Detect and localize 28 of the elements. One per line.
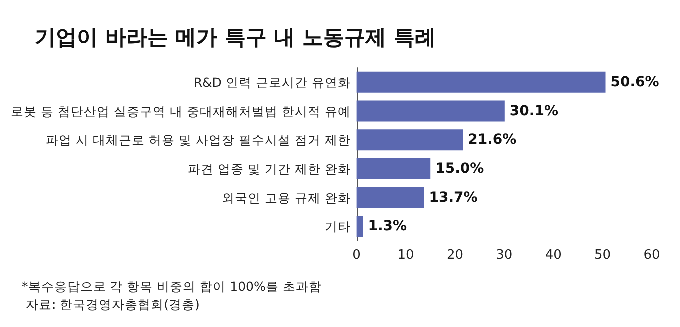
y-tick-label: 외국인 고용 규제 완화 <box>222 190 351 206</box>
data-label: 21.6% <box>468 132 517 148</box>
data-label: 50.6% <box>610 74 660 90</box>
x-tick-label: 20 <box>446 248 464 263</box>
y-tick-label: 기타 <box>324 219 351 234</box>
x-tick-label: 0 <box>352 248 361 263</box>
data-label: 1.3% <box>368 218 408 235</box>
x-tick-label: 50 <box>594 248 612 263</box>
text: 자료: 한국경영자총협회(경총) <box>26 297 200 312</box>
bar <box>356 158 431 180</box>
data-label: 15.0% <box>436 160 484 177</box>
y-tick-label: 파업 시 대체근로 허용 및 사업장 필수시설 점거 제한 <box>46 132 351 148</box>
y-tick-label: 로봇 등 첨단산업 실증구역 내 중대재해처벌법 한시적 유예 <box>10 104 351 119</box>
bar <box>356 72 606 93</box>
x-tick-label: 40 <box>545 248 562 263</box>
x-tick-label: 30 <box>496 248 513 263</box>
bar <box>356 130 464 151</box>
y-tick-label: 파견 업종 및 기간 제한 완화 <box>188 161 351 176</box>
x-tick-label: 60 <box>644 248 660 263</box>
y-tick-label: R&D 인력 근로시간 유연화 <box>194 74 351 90</box>
chart-title: 기업이 바라는 메가 특구 내 노동규제 특례 <box>35 26 436 50</box>
data-label: 30.1% <box>510 103 558 120</box>
x-tick-label: 10 <box>398 248 414 263</box>
bar <box>356 187 424 208</box>
data-label: 13.7% <box>429 190 478 206</box>
bar <box>356 100 505 122</box>
bar <box>356 216 364 238</box>
text: *복수응답으로 각 항목 비중의 합이 100%를 초과함 <box>22 279 322 294</box>
